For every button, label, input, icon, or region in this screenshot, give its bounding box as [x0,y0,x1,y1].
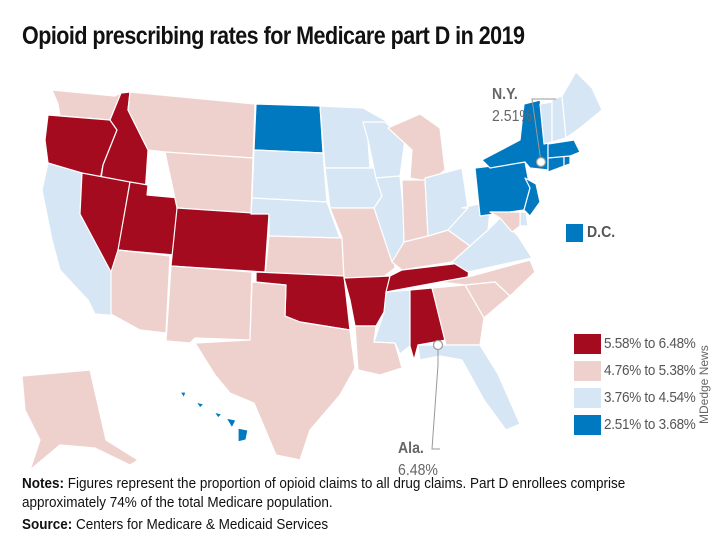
state-mt [127,91,256,159]
state-me [561,71,603,139]
notes: Notes: Figures represent the proportion … [22,474,706,512]
state-nj [523,177,541,217]
state-ma [547,139,581,159]
state-md [489,211,521,233]
state-ak [21,369,139,471]
legend-item: 5.58% to 6.48% [574,330,706,357]
ny-callout: N.Y. 2.51% [492,84,532,128]
legend-swatch [574,414,601,435]
legend-label: 2.51% to 3.68% [604,416,696,433]
legend-item: 3.76% to 4.54% [574,384,706,411]
state-ks [264,235,345,279]
state-ct [547,155,565,173]
state-pa [474,161,531,217]
state-az [110,249,171,334]
state-de [519,211,529,227]
state-co [170,207,270,273]
legend-label: 4.76% to 5.38% [604,362,696,379]
legend-label: 5.58% to 6.48% [604,335,696,352]
state-nm [165,265,253,344]
source-text: Centers for Medicare & Medicaid Services [72,516,329,533]
state-wy [164,151,254,215]
state-hi [179,391,249,443]
legend-swatch [574,360,601,381]
chart-title: Opioid prescribing rates for Medicare pa… [22,22,525,50]
state-ga [431,284,485,346]
ny-callout-name: N.Y. [492,86,518,103]
dc-label: D.C. [587,224,616,241]
state-sd [251,149,328,203]
ala-leader-line [431,345,440,450]
dc-swatch [566,224,583,242]
ny-leader-line [531,98,556,163]
dc-callout: D.C. [566,224,619,242]
notes-label: Notes: [22,475,65,492]
state-la [354,325,403,376]
legend-swatch [574,333,601,354]
notes-text: Figures represent the proportion of opio… [22,475,626,511]
ala-marker [432,339,444,351]
state-nd [253,103,324,154]
ny-callout-value: 2.51% [492,108,532,125]
legend-label: 3.76% to 4.54% [604,389,696,406]
source: Source: Centers for Medicare & Medicaid … [22,516,328,533]
legend-item: 4.76% to 5.38% [574,357,706,384]
ala-callout-value: 6.48% [398,462,438,479]
state-ia [324,167,383,209]
source-label: Source: [22,516,73,533]
state-fl [417,344,521,431]
state-in [401,179,429,243]
ny-marker [535,156,547,168]
legend: 5.58% to 6.48% 4.76% to 5.38% 3.76% to 4… [574,330,706,438]
legend-swatch [574,387,601,408]
state-wa [51,89,122,121]
ala-callout: Ala. 6.48% [398,438,438,482]
credit-label: MDedge News [697,345,711,424]
state-ri [563,155,571,167]
state-tx [194,281,356,461]
legend-item: 2.51% to 3.68% [574,411,706,438]
ala-callout-name: Ala. [398,440,424,457]
